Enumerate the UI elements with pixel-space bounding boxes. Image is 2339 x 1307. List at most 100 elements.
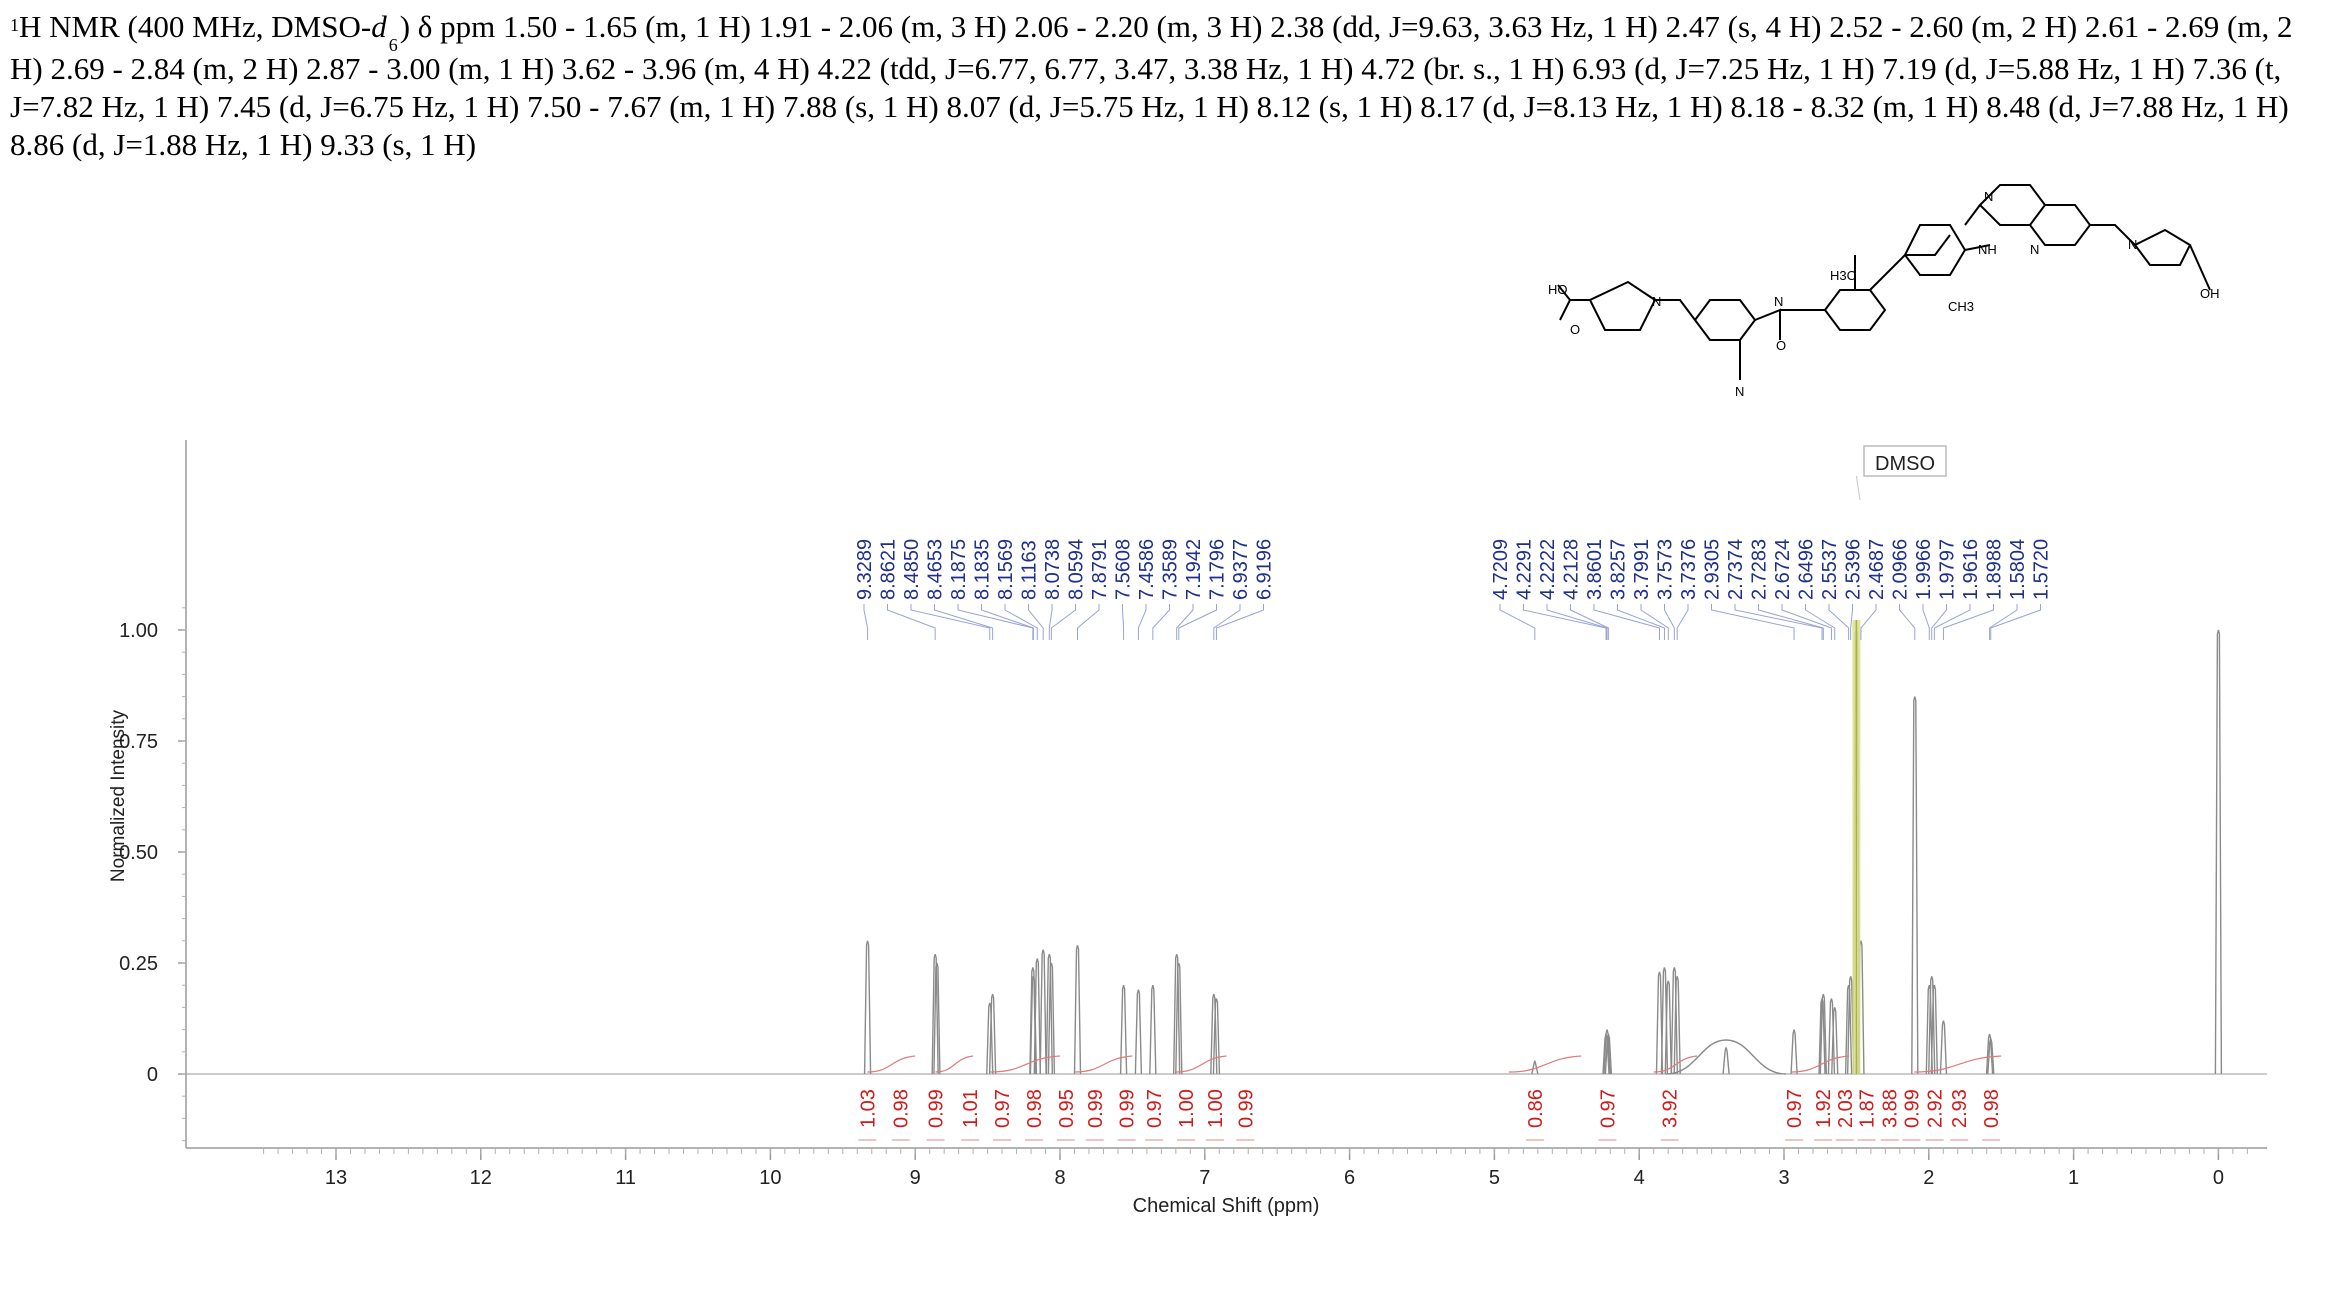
peak-label: 8.1569 xyxy=(995,539,1017,600)
peak-label: 4.2291 xyxy=(1514,539,1536,600)
x-axis-ticks: 13 12 11 10 9 8 7 6 5 4 3 2 1 0 xyxy=(263,1148,2248,1189)
integral-label: 0.97 xyxy=(992,1089,1014,1128)
peak-leader xyxy=(1617,604,1665,640)
x-axis-label: Chemical Shift (ppm) xyxy=(1133,1195,1320,1217)
integral-label: 2.93 xyxy=(1949,1089,1971,1128)
label-n-ring2: N xyxy=(2030,242,2039,257)
peak-leader xyxy=(1664,604,1675,640)
integral-label: 0.98 xyxy=(891,1089,913,1128)
peak-leader xyxy=(981,604,1034,640)
peak-label: 2.4687 xyxy=(1866,539,1888,600)
peak-leader xyxy=(1781,604,1832,640)
integral-curve xyxy=(990,1055,1061,1073)
integral-label: 1.00 xyxy=(1176,1089,1198,1128)
x-tick-label: 1 xyxy=(2068,1167,2079,1189)
spectrum-peak xyxy=(933,962,941,1075)
peak-label: 8.8621 xyxy=(878,539,900,600)
peak-leader xyxy=(1711,604,1795,640)
label-n-pyrrolidine: N xyxy=(1652,294,1661,309)
y-tick-label: 0.75 xyxy=(119,731,158,753)
integral-label: 0.99 xyxy=(925,1089,947,1128)
peak-label: 2.6724 xyxy=(1772,539,1794,600)
x-tick-label: 9 xyxy=(910,1167,921,1189)
spectrum-peak xyxy=(1939,1020,1948,1075)
spectrum-peak xyxy=(1831,1007,1839,1075)
label-o-carbonyl: O xyxy=(1570,322,1580,337)
spectrum-peak xyxy=(1119,985,1128,1075)
peak-label: 8.0594 xyxy=(1066,539,1088,600)
peak-leader xyxy=(1152,604,1170,640)
peak-label: 8.1835 xyxy=(972,539,994,600)
spectrum-peak xyxy=(863,940,872,1075)
integral-curve xyxy=(1508,1055,1582,1073)
spectrum-peak xyxy=(1655,971,1664,1075)
x-tick-label: 0 xyxy=(2213,1167,2224,1189)
x-tick-label: 2 xyxy=(1923,1167,1934,1189)
integral-label: 0.97 xyxy=(1597,1089,1619,1128)
peak-leader xyxy=(1640,604,1669,640)
y-tick-label: 1.00 xyxy=(119,620,158,642)
peak-leader xyxy=(1122,604,1125,640)
spectrum-peak xyxy=(1664,980,1672,1075)
peak-label: 1.5720 xyxy=(2031,539,2053,600)
peak-label: 1.5804 xyxy=(2007,539,2029,600)
y-tick-label: 0 xyxy=(147,1064,158,1086)
integral-label: 0.99 xyxy=(1117,1089,1139,1128)
integral-curve xyxy=(935,1055,974,1073)
peak-leader xyxy=(910,604,991,640)
peak-label: 2.5537 xyxy=(1819,539,1841,600)
y-axis-label: Normalized Intensity xyxy=(108,709,129,882)
peak-label: 3.8601 xyxy=(1584,539,1606,600)
peak-leader xyxy=(1805,604,1836,640)
structure-labels: HO O N N O N H3C CH3 NH N N N OH xyxy=(1548,189,2220,399)
y-tick-label: 0.50 xyxy=(119,842,158,864)
peak-leader xyxy=(1933,604,1971,640)
spectrum-peak xyxy=(1819,993,1828,1075)
peak-leader xyxy=(1077,604,1100,640)
spectrum-peak xyxy=(1603,1029,1611,1075)
spectrum-peak xyxy=(1033,958,1041,1075)
label-nh: NH xyxy=(1978,242,1997,257)
y-tick-label: 0.25 xyxy=(119,953,158,975)
peak-leader xyxy=(887,604,936,640)
integral-label: 2.92 xyxy=(1925,1089,1947,1128)
peak-label: 8.0738 xyxy=(1042,539,1064,600)
peak-leader xyxy=(1922,604,1930,640)
label-h3c: H3C xyxy=(1830,268,1856,283)
peak-label: 4.2222 xyxy=(1537,539,1559,600)
integral-curve xyxy=(1074,1055,1133,1073)
peak-labels: 9.3289 8.8621 8.4850 8.4653 8.1875 8.1835 8.15… xyxy=(854,539,2053,600)
peak-label: 2.9305 xyxy=(1702,539,1724,600)
integral-label: 0.98 xyxy=(1024,1089,1046,1128)
label-oh: OH xyxy=(2200,286,2220,301)
spectrum-peak xyxy=(1604,1033,1613,1075)
spectrum-peak xyxy=(1073,945,1082,1075)
peak-label: 8.1875 xyxy=(948,539,970,600)
spectrum-peak xyxy=(1134,989,1143,1075)
label-o-oxazole: O xyxy=(1776,338,1786,353)
peak-leader xyxy=(1860,604,1877,640)
peak-leader xyxy=(1990,604,2041,640)
peak-leader xyxy=(1546,604,1608,640)
spectrum-peak xyxy=(1660,967,1669,1075)
spectrum-peak xyxy=(1985,1033,1994,1075)
x-tick-label: 11 xyxy=(615,1167,636,1189)
peak-label: 8.4653 xyxy=(925,539,947,600)
spectrum-peak xyxy=(1987,1038,1995,1075)
peak-label: 7.4586 xyxy=(1136,539,1158,600)
spectrum-peak xyxy=(1911,696,1919,1075)
peak-leader xyxy=(1028,604,1044,640)
peak-label-leaders xyxy=(863,604,2041,640)
integral-curve xyxy=(1914,1055,2002,1073)
solvent-label: DMSO xyxy=(1875,453,1935,475)
peak-leader xyxy=(1593,604,1660,640)
peak-label: 6.9377 xyxy=(1230,539,1252,600)
header-superscript: 1 xyxy=(10,15,19,35)
spectrum-peak xyxy=(988,993,997,1075)
integral-label: 3.88 xyxy=(1880,1089,1902,1128)
peak-label: 1.9616 xyxy=(1960,539,1982,600)
x-tick-label: 12 xyxy=(470,1167,492,1189)
peak-leader xyxy=(1850,604,1853,640)
header-lead: H NMR (400 MHz, DMSO- xyxy=(19,9,372,44)
chemical-structure xyxy=(1557,184,2211,380)
